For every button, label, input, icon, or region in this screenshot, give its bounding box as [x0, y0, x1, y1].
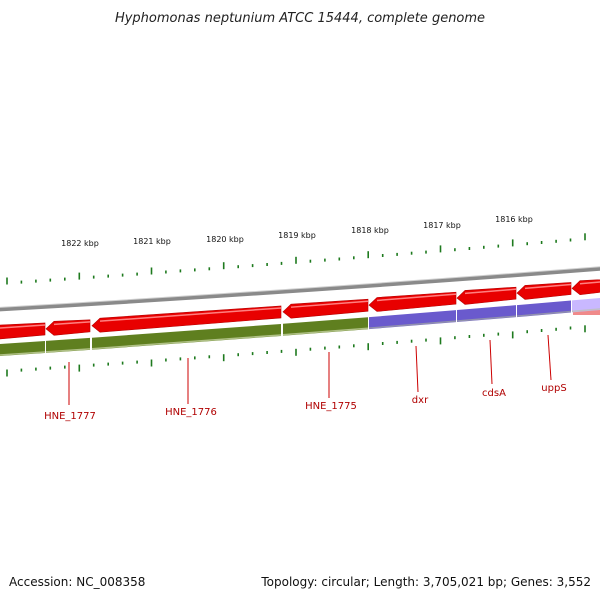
gene-arrow-hne1775: [282, 298, 369, 319]
leader-line-dxr: [415, 345, 419, 393]
genome-summary: Topology: circular; Length: 3,705,021 bp…: [260, 575, 591, 589]
cds-segment-dxr: [369, 310, 456, 330]
gene-arrow-hne1777-shine: [53, 321, 91, 326]
scale-ticks-lower: [6, 325, 586, 377]
scale-label-1819: 1819 kbp: [278, 231, 316, 240]
gene-arrow-upps: [516, 282, 572, 300]
gene-arrow-dxr-shine: [376, 293, 457, 302]
gene-arrow-next: [571, 279, 600, 296]
cds-segment-dxr-shade: [368, 320, 457, 329]
cds-segment-upps-shade: [516, 310, 572, 317]
gene-label-cdsa: cdsA: [482, 388, 506, 399]
gene-track: [0, 279, 600, 340]
cds-segment-cdsa-shade: [456, 315, 517, 322]
gene-labels: HNE_1777 HNE_1776 HNE_1775 dxr cdsA uppS: [44, 383, 567, 422]
gene-arrow-hne1776: [91, 305, 282, 333]
gene-label-hne1776: HNE_1776: [165, 407, 217, 418]
gene-arrow-cdsa-shine: [464, 288, 517, 295]
gene-leader-lines: [68, 334, 552, 405]
scale-ticks-upper: [6, 233, 586, 285]
cds-segment-hne1777-shade: [45, 348, 91, 353]
cds-segment-hne1776: [92, 323, 281, 350]
gene-label-upps: uppS: [541, 383, 566, 394]
gene-label-hne1777: HNE_1777: [44, 411, 96, 422]
accession-label: Accession: NC_008358: [9, 575, 145, 589]
scale-label-1820: 1820 kbp: [206, 235, 244, 244]
gene-arrow-dxr: [368, 291, 457, 312]
cds-segment-upps: [517, 300, 571, 318]
gene-arrow-next-shine: [579, 281, 600, 285]
gene-arrow-cdsa: [456, 286, 517, 305]
map-title: Hyphomonas neptunium ATCC 15444, complet…: [115, 11, 485, 26]
genome-backbone: [0, 266, 600, 312]
gene-arrow-1-shine: [0, 324, 46, 329]
cds-segment-next: [572, 297, 600, 313]
cds-segment-hne1775: [283, 317, 368, 336]
scale-labels: 1822 kbp 1821 kbp 1820 kbp 1819 kbp 1818…: [61, 215, 533, 248]
gene-arrow-upps-shine: [524, 283, 572, 290]
cds-segment-1-shade: [0, 351, 46, 356]
scale-label-1822: 1822 kbp: [61, 239, 99, 248]
cds-segment-hne1776-shade: [91, 334, 282, 350]
leader-line-cdsa: [489, 339, 493, 385]
cds-track: [0, 297, 600, 356]
gene-label-dxr: dxr: [412, 395, 429, 406]
cds-segment-cdsa: [457, 305, 516, 323]
leader-line-upps: [547, 334, 552, 381]
scale-label-1821: 1821 kbp: [133, 237, 171, 246]
scale-label-1816: 1816 kbp: [495, 215, 533, 224]
cds-segment-next-shade: [571, 308, 600, 313]
gene-label-hne1775: HNE_1775: [305, 401, 357, 412]
genome-backbone-highlight: [0, 266, 600, 308]
gene-arrow-hne1776-shine: [99, 307, 282, 322]
scale-label-1818: 1818 kbp: [351, 226, 389, 235]
cds-segment-hne1775-shade: [282, 327, 369, 336]
gene-arrow-hne1775-shine: [290, 300, 369, 308]
scale-label-1817: 1817 kbp: [423, 221, 461, 230]
